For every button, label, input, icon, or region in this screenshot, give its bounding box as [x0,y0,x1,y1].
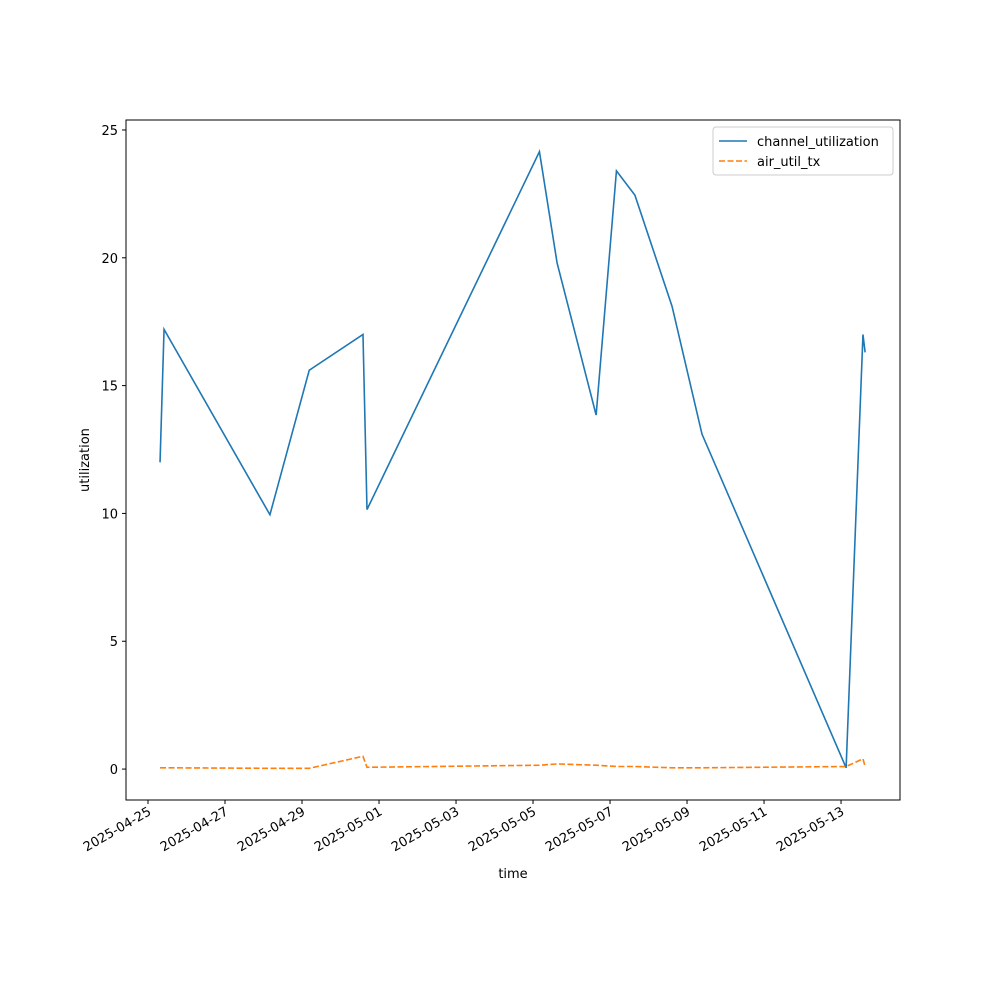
y-tick-label: 25 [101,124,118,139]
x-tick-label: 2025-05-03 [389,804,462,855]
x-tick-label: 2025-05-13 [774,804,847,855]
data-line [160,755,866,770]
legend-label: channel_utilization [757,135,879,150]
x-tick-label: 2025-05-09 [620,804,693,855]
x-tick-label: 2025-05-07 [543,804,616,855]
y-tick-label: 15 [101,380,118,395]
x-tick-label: 2025-04-29 [235,804,308,855]
plot-frame [125,119,901,801]
legend-label: air_util_tx [757,155,821,170]
data-line [159,149,866,769]
y-tick-label: 0 [110,763,118,778]
x-tick-label: 2025-04-25 [81,804,154,855]
y-axis-label: utilization [78,428,93,492]
x-tick-label: 2025-05-11 [697,804,770,855]
x-tick-label: 2025-05-05 [466,804,539,855]
x-tick-label: 2025-05-01 [312,804,385,855]
x-tick-label: 2025-04-27 [158,804,231,855]
legend: channel_utilization air_util_tx [712,126,894,176]
legend-box [712,126,894,176]
y-tick-label: 20 [101,252,118,267]
y-tick-label: 10 [101,507,118,522]
y-tick-label: 5 [110,635,118,650]
x-axis-label: time [498,867,527,882]
